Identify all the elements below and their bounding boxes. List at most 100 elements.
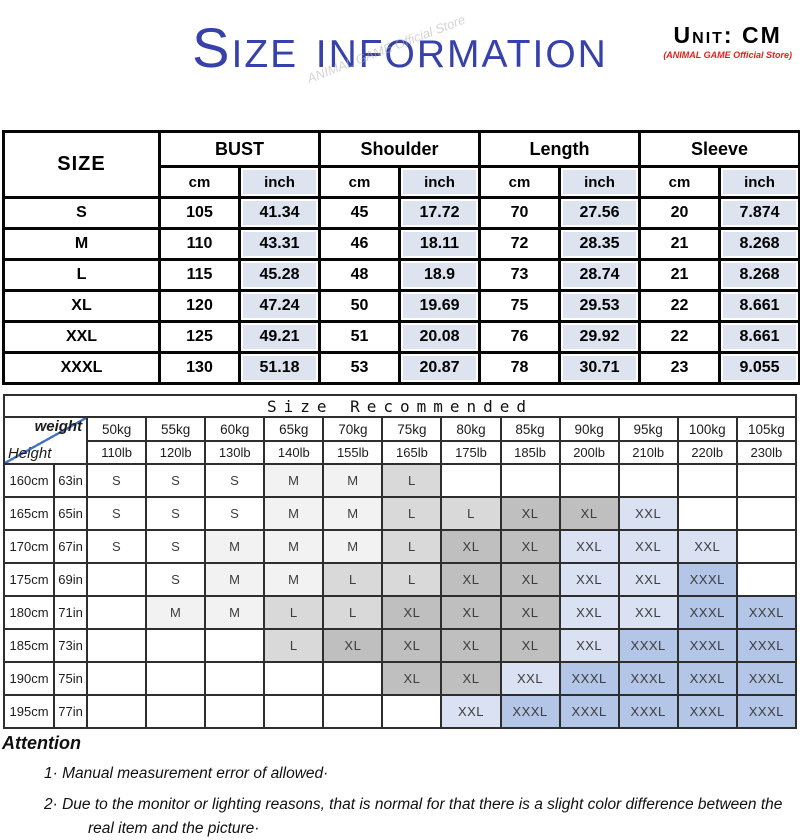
size-column-header: SIZE <box>2 130 161 199</box>
height-cm-cell: 185cm <box>2 628 56 663</box>
size-table: SIZE BUST Shoulder Length Sleeve cm inch… <box>2 130 800 385</box>
recommended-size-cell: M <box>322 496 384 531</box>
measure-cell: 29.92 <box>558 320 642 354</box>
unit-header-cm: cm <box>478 165 562 199</box>
corner-height-label: Height <box>8 445 52 462</box>
size-label-cell: M <box>2 227 161 261</box>
recommended-size-cell: XL <box>440 628 502 663</box>
recommended-size-cell: XL <box>499 595 561 630</box>
recommended-size-cell <box>86 661 148 696</box>
measure-cell: 51 <box>318 320 401 354</box>
unit-header-inch: inch <box>558 165 642 199</box>
weight-lb-header: 200lb <box>558 440 620 465</box>
size-table-body: S 105 41.34 45 17.72 70 27.56 20 7.874 M 110 43.31 4… <box>2 196 800 385</box>
recommended-size-cell: M <box>204 562 266 597</box>
weight-lb-header: 130lb <box>204 440 266 465</box>
recommended-size-cell: XXXL <box>617 661 679 696</box>
measure-cell: 29.53 <box>558 289 642 323</box>
measure-cell: 17.72 <box>397 196 482 230</box>
measure-cell: 9.055 <box>718 351 800 385</box>
unit-header-inch: inch <box>397 165 482 199</box>
recommend-table-row: 165cm 65in S S S M M L L XL XL XXL <box>2 496 798 531</box>
recommend-table-row: 160cm 63in S S S M M L <box>2 463 798 498</box>
measure-cell: 20 <box>638 196 722 230</box>
measure-cell: 20.08 <box>397 320 482 354</box>
height-in-cell: 67in <box>53 529 89 564</box>
recommended-size-cell <box>617 463 679 498</box>
recommended-size-cell: XL <box>499 628 561 663</box>
recommend-table-row: 185cm 73in L XL XL XL XL XXL XXXL XXXL XXXL <box>2 628 798 663</box>
recommended-size-cell <box>145 628 207 663</box>
measure-cell: 110 <box>158 227 241 261</box>
height-in-cell: 75in <box>53 661 89 696</box>
measure-cell: 46 <box>318 227 401 261</box>
size-table-row: M 110 43.31 46 18.11 72 28.35 21 8.268 <box>2 227 800 261</box>
weight-kg-header: 85kg <box>499 416 561 442</box>
weight-kg-header: 70kg <box>322 416 384 442</box>
recommended-size-cell: XL <box>440 661 502 696</box>
recommended-size-cell: XXL <box>499 661 561 696</box>
recommended-size-cell: L <box>440 496 502 531</box>
measure-cell: 28.35 <box>558 227 642 261</box>
recommended-size-cell: XXXL <box>558 661 620 696</box>
column-group-length: Length <box>478 130 642 168</box>
measure-cell: 48 <box>318 258 401 292</box>
weight-lb-header: 155lb <box>322 440 384 465</box>
recommended-size-cell: S <box>204 463 266 498</box>
size-label-cell: XL <box>2 289 161 323</box>
unit-header-cm: cm <box>638 165 722 199</box>
page-title: Size information <box>192 16 608 79</box>
recommended-size-cell <box>322 661 384 696</box>
recommended-size-cell <box>381 694 443 729</box>
measure-cell: 125 <box>158 320 241 354</box>
recommended-size-cell <box>263 661 325 696</box>
recommended-size-cell: S <box>86 529 148 564</box>
height-cm-cell: 170cm <box>2 529 56 564</box>
recommended-size-cell: M <box>263 562 325 597</box>
recommended-size-cell: XXXL <box>676 694 738 729</box>
recommended-size-cell: XXXL <box>735 595 798 630</box>
recommended-size-cell: S <box>86 496 148 531</box>
size-table-row: XL 120 47.24 50 19.69 75 29.53 22 8.661 <box>2 289 800 323</box>
height-in-cell: 63in <box>53 463 89 498</box>
recommended-size-cell: S <box>204 496 266 531</box>
recommended-size-cell: XL <box>381 661 443 696</box>
recommended-size-cell: XXXL <box>676 628 738 663</box>
recommended-size-cell <box>440 463 502 498</box>
recommended-size-cell: L <box>263 595 325 630</box>
recommended-size-cell <box>204 628 266 663</box>
height-in-cell: 69in <box>53 562 89 597</box>
recommended-size-cell: XXXL <box>676 661 738 696</box>
measure-cell: 7.874 <box>718 196 800 230</box>
measure-cell: 45 <box>318 196 401 230</box>
recommended-size-cell: XXL <box>558 562 620 597</box>
recommended-size-cell: XL <box>558 496 620 531</box>
unit-block: Unit: CM (ANIMAL GAME Official Store) <box>663 22 792 60</box>
recommended-size-cell: L <box>381 463 443 498</box>
weight-kg-header: 80kg <box>440 416 502 442</box>
recommend-lb-row: 110lb 120lb 130lb 140lb 155lb 165lb 175lb 185lb… <box>4 440 798 465</box>
measure-cell: 21 <box>638 227 722 261</box>
weight-lb-header: 165lb <box>381 440 443 465</box>
recommended-size-cell: XXXL <box>676 595 738 630</box>
weight-lb-header: 120lb <box>145 440 207 465</box>
recommended-size-cell: M <box>263 463 325 498</box>
recommended-size-cell <box>322 694 384 729</box>
weight-kg-header: 100kg <box>676 416 738 442</box>
recommend-table-row: 195cm 77in XXL XXXL XXXL XXXL XXXL XXXL <box>2 694 798 729</box>
attention-heading: Attention <box>2 733 81 753</box>
recommended-size-cell: XL <box>440 595 502 630</box>
size-label-cell: XXXL <box>2 351 161 385</box>
size-recommended-table: Size Recommended weight Height 50kg 55kg 6… <box>2 394 798 729</box>
column-group-bust: BUST <box>158 130 321 168</box>
recommend-table-row: 190cm 75in XL XL XXL XXXL XXXL XXXL XXXL <box>2 661 798 696</box>
height-cm-cell: 165cm <box>2 496 56 531</box>
recommended-size-cell: XXL <box>558 595 620 630</box>
size-label-cell: L <box>2 258 161 292</box>
unit-header-inch: inch <box>238 165 321 199</box>
height-cm-cell: 190cm <box>2 661 56 696</box>
recommended-size-cell <box>735 463 798 498</box>
measure-cell: 41.34 <box>238 196 321 230</box>
size-table-row: XXL 125 49.21 51 20.08 76 29.92 22 8.661 <box>2 320 800 354</box>
recommend-table-row: 180cm 71in M M L L XL XL XL XXL XXL XXXL XXXL <box>2 595 798 630</box>
